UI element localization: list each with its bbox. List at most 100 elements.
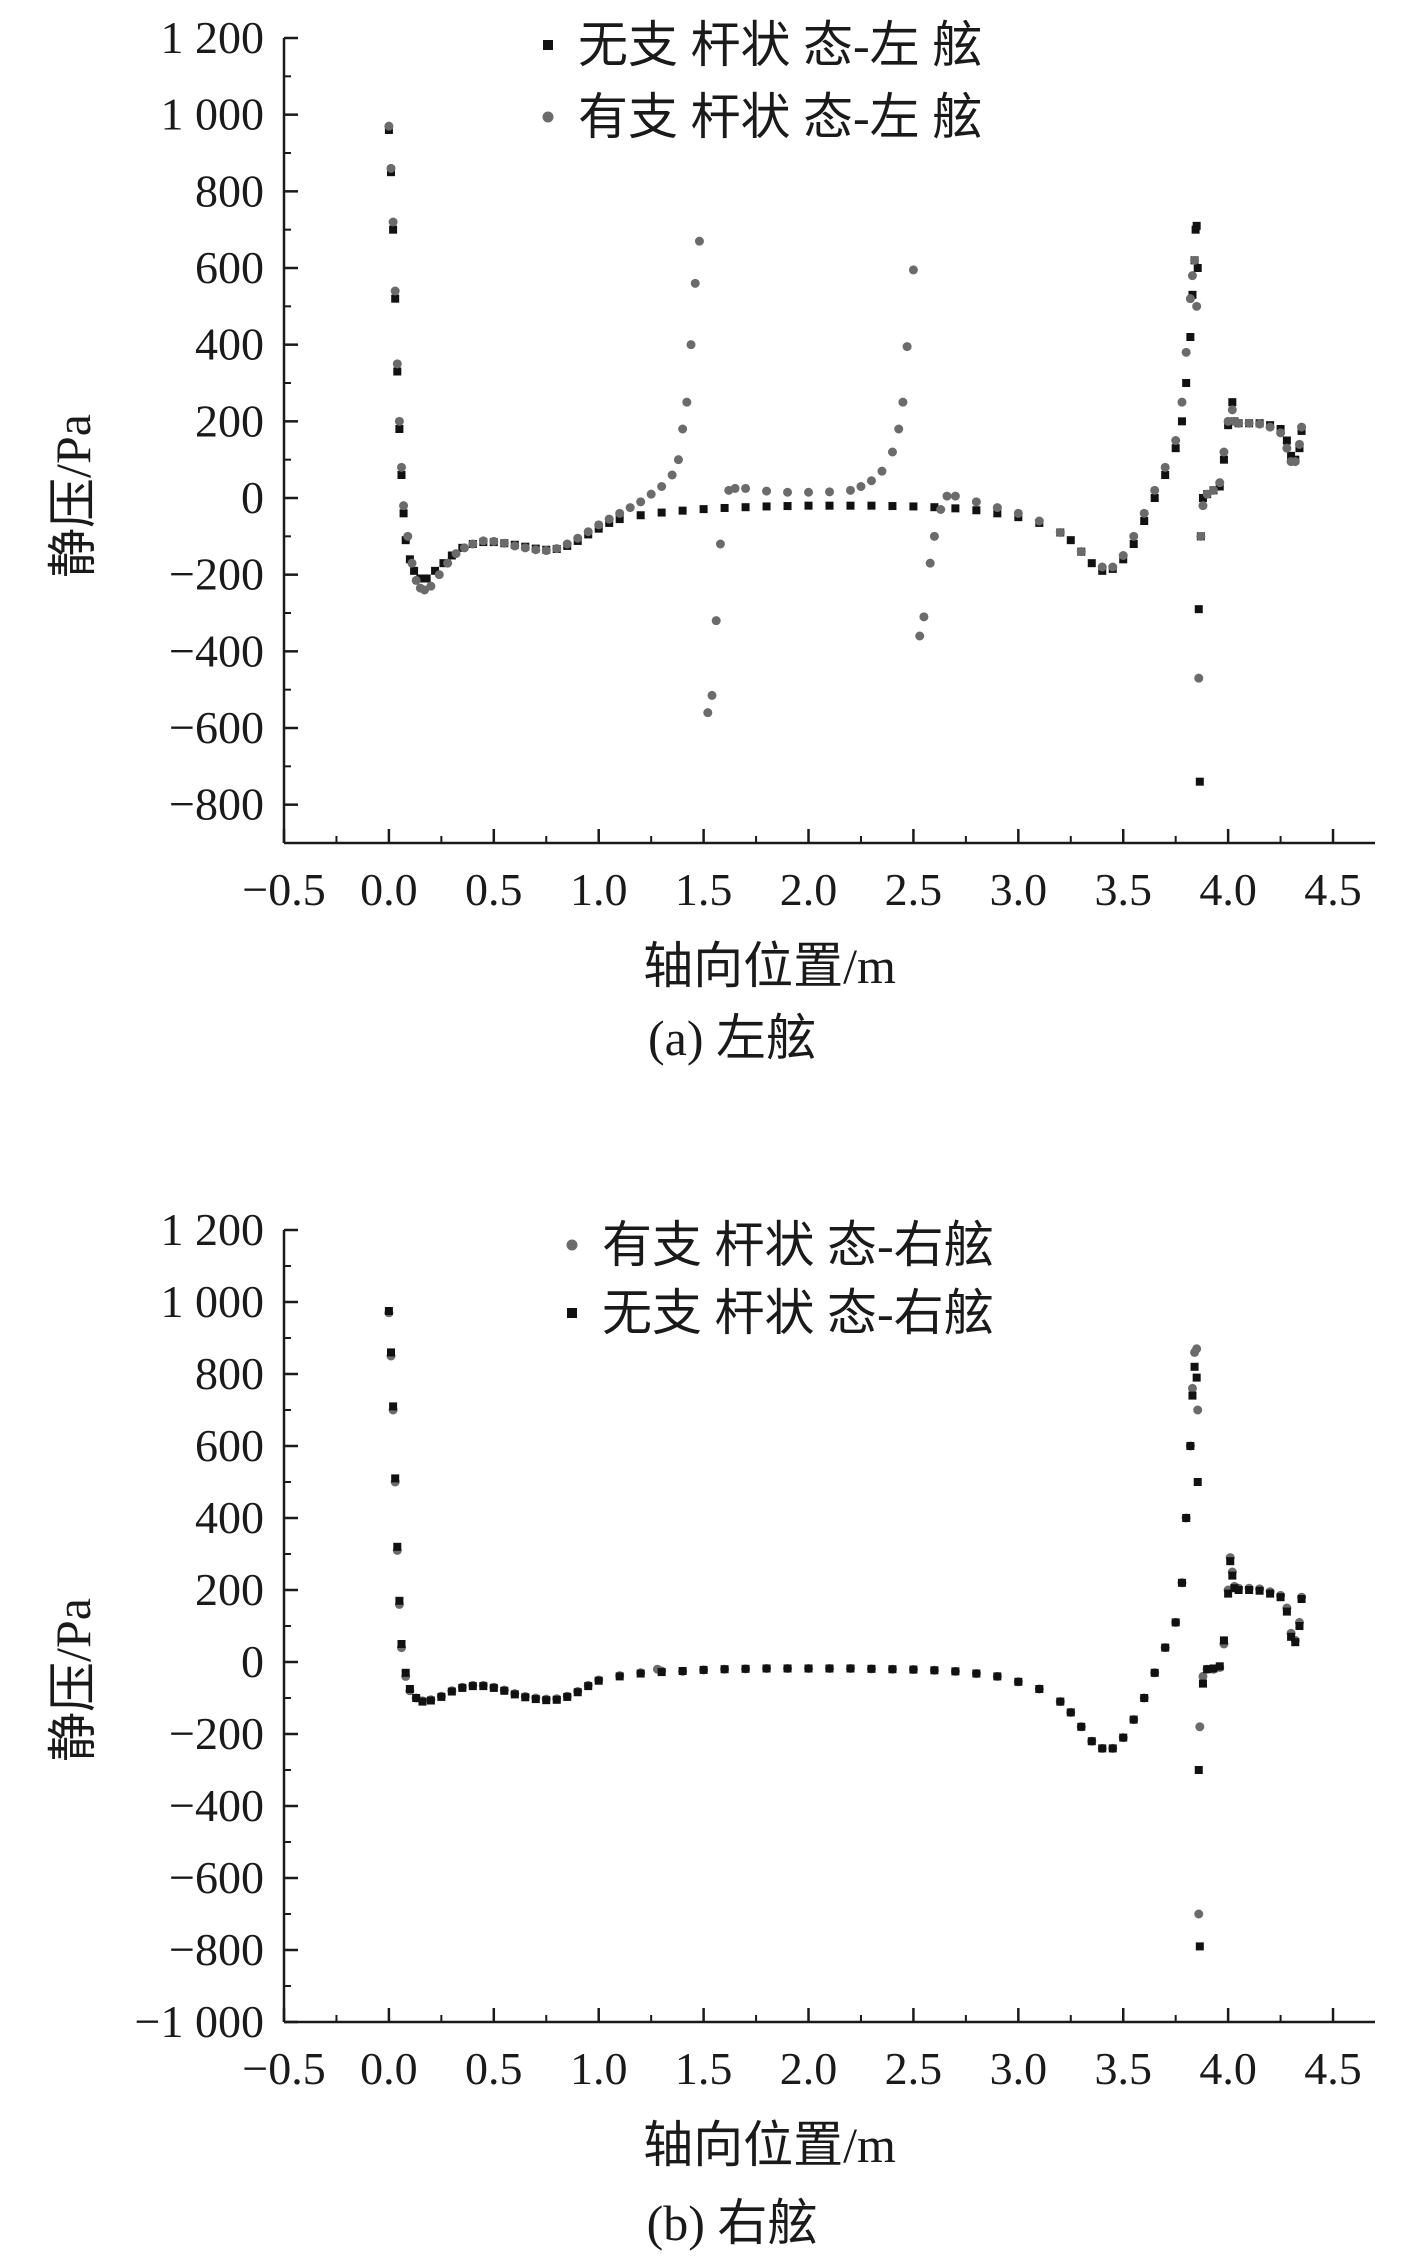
data-point-square [657,508,666,517]
y-tick-label: 600 [195,242,264,293]
x-tick-label: 0.5 [465,2043,523,2094]
data-point-circle [478,536,488,546]
data-point-circle [1193,1405,1203,1415]
data-point-circle [673,455,683,465]
data-point-square [741,1664,750,1673]
data-point-circle [1255,419,1265,429]
data-point-square [762,502,771,511]
data-point-circle [531,545,541,555]
y-tick-label: 800 [195,1348,264,1399]
data-point-square [389,225,398,234]
data-point-circle [1150,485,1160,495]
data-point-square [584,1682,593,1691]
data-point-square [399,509,408,518]
data-point-square [972,1669,981,1678]
data-point-circle [434,570,444,580]
x-tick-label: 2.0 [780,2043,838,2094]
data-point-square [1282,1607,1291,1616]
data-point-square [405,1685,414,1693]
data-point-circle [902,342,912,352]
data-point-circle [1195,1722,1205,1732]
data-point-square [1282,436,1291,445]
data-point-circle [667,470,677,480]
x-tick-label: 1.0 [570,2043,628,2094]
data-point-square [1195,1942,1204,1951]
y-tick-label: 200 [195,1564,264,1615]
chart-b-right-side: −1 000 −800 −600 −400 −200 0 200 400 600 800 1 000… [45,1204,1375,2251]
data-point-square [1245,1586,1254,1594]
legend-marker-circle [566,1239,578,1251]
data-point-square [825,1664,834,1673]
data-point-square [1161,1643,1170,1652]
data-point-square [1198,494,1207,502]
data-point-square [1192,221,1201,230]
data-point-square [397,1640,406,1648]
data-point-circle [615,508,625,518]
y-tick-label: 0 [241,472,264,523]
data-point-square [1266,1589,1275,1598]
data-point-square [594,1676,603,1685]
data-point-circle [1187,271,1197,281]
x-tick-label: 3.5 [1094,864,1152,915]
data-point-circle [1227,405,1237,415]
y-tick-label: −800 [169,1924,264,1975]
data-point-square [636,511,645,520]
data-point-circle [625,503,635,513]
x-tick-label: 4.0 [1199,864,1257,915]
data-point-square [888,502,897,511]
data-point-circle [1192,301,1202,311]
data-point-square [1066,536,1075,545]
x-tick-label: 3.0 [990,2043,1048,2094]
x-tick-label: 2.5 [885,864,943,915]
data-point-circle [1215,478,1225,488]
data-point-square [678,1667,687,1675]
data-point-square [762,1664,771,1673]
data-point-square [846,1664,855,1673]
data-point-circle [1234,418,1244,428]
data-point-square [426,1696,435,1705]
figure-caption: (b) 右舷 [647,2195,818,2251]
data-point-square [804,1664,813,1673]
data-point-circle [1265,422,1275,432]
data-point-circle [1294,439,1304,449]
data-point-circle [399,501,409,511]
data-point-square [804,501,813,510]
y-tick-label: 1 200 [161,12,265,63]
y-tick-label: 1 000 [161,89,265,140]
data-point-square [389,1402,398,1411]
data-point-square [888,1665,897,1674]
data-point-circle [541,546,551,556]
data-point-circle [1198,501,1208,511]
data-point-square [431,566,440,575]
data-point-circle [942,491,952,501]
data-point-circle [594,520,604,530]
data-point-circle [426,581,436,591]
data-point-circle [715,539,725,549]
data-point-square [468,1682,477,1691]
data-point-circle [552,544,562,554]
data-point-circle [925,558,935,568]
data-point-square [1192,1373,1201,1382]
data-point-square [1194,605,1203,614]
data-point-circle [1055,528,1065,537]
data-point-circle [1290,457,1300,467]
data-point-square [1150,1668,1159,1677]
x-axis-title: 轴向位置/m [643,2117,896,2173]
data-point-circle [1171,436,1181,445]
y-tick-label: 800 [195,165,264,216]
data-point-circle [678,424,688,434]
data-point-square [1150,494,1159,502]
data-point-square [1119,1733,1128,1742]
data-point-square [1171,444,1180,453]
data-point-square [1177,1578,1186,1587]
data-point-square [1098,1744,1107,1753]
data-point-circle [783,487,793,497]
data-point-square [422,574,431,583]
legend-label: 无支 杆状 态-左 舷 [578,17,982,73]
data-point-square [1198,1679,1207,1688]
data-point-square [393,367,402,376]
data-point-circle [762,486,772,496]
data-point-circle [403,531,413,541]
y-tick-label: 400 [195,1492,264,1543]
